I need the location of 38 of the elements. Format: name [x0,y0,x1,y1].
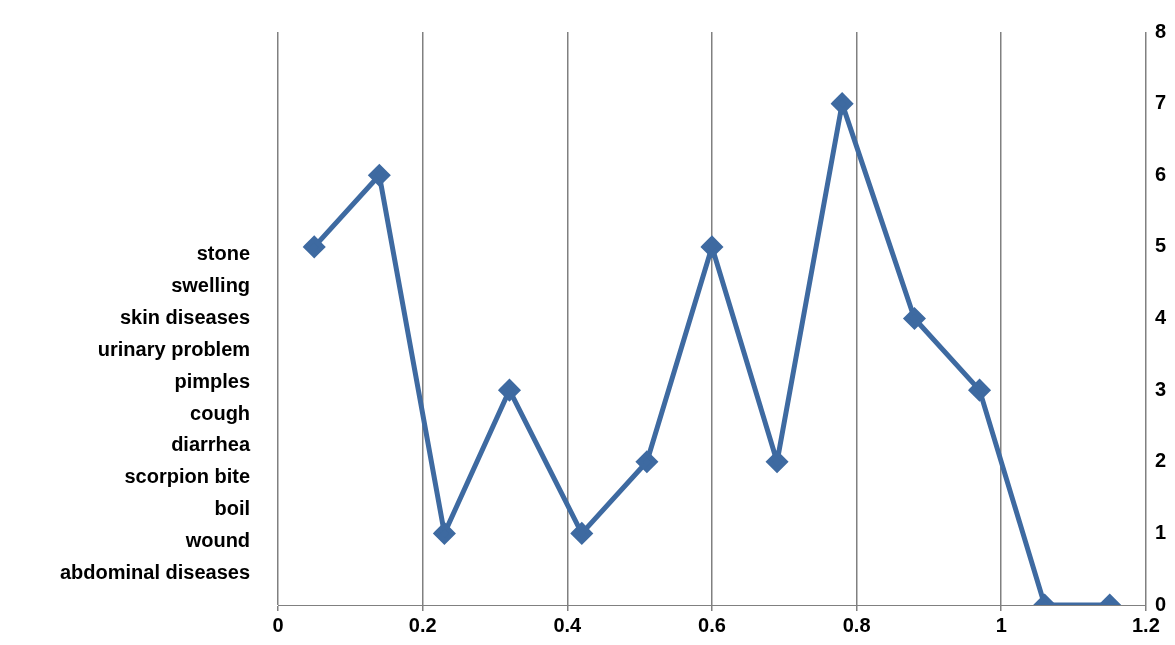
y-tick-label: 6 [1154,162,1166,185]
category-label: wound [185,528,251,551]
x-tick-label: 0.6 [698,613,726,636]
category-label: diarrhea [171,433,251,456]
y-tick-label: 8 [1154,19,1166,42]
category-label: cough [190,401,251,424]
point [701,236,723,258]
category-label: abdominal diseases [60,560,251,583]
x-tick-label: 0.4 [553,613,583,636]
y-tick-label: 5 [1154,234,1166,257]
point [571,522,593,544]
category-label: stone [196,242,251,265]
point [303,236,325,258]
y-tick-label: 7 [1154,91,1166,114]
x-tick-label: 1.2 [1131,613,1160,636]
point [969,379,991,401]
x-tick-label: 0 [272,613,284,636]
point [903,308,925,329]
category-label: swelling [171,274,251,297]
x-tick-label: 1 [995,613,1007,636]
point [368,164,390,186]
category-label: boil [214,497,251,520]
category-label: skin diseases [119,306,251,329]
point [498,379,520,401]
category-label: scorpion bite [124,465,251,488]
y-tick-label: 0 [1154,592,1166,615]
y-tick-label: 1 [1154,520,1166,543]
category-label: urinary problem [97,337,251,360]
point [831,93,853,115]
y-tick-label: 2 [1154,449,1166,472]
x-tick-label: 0.8 [842,613,871,636]
point [766,451,788,473]
point [433,522,455,544]
point [636,451,658,473]
category-label: pimples [174,369,251,392]
y-tick-label: 4 [1154,306,1167,329]
y-tick-label: 3 [1154,377,1166,400]
x-tick-label: 0.2 [408,613,437,636]
